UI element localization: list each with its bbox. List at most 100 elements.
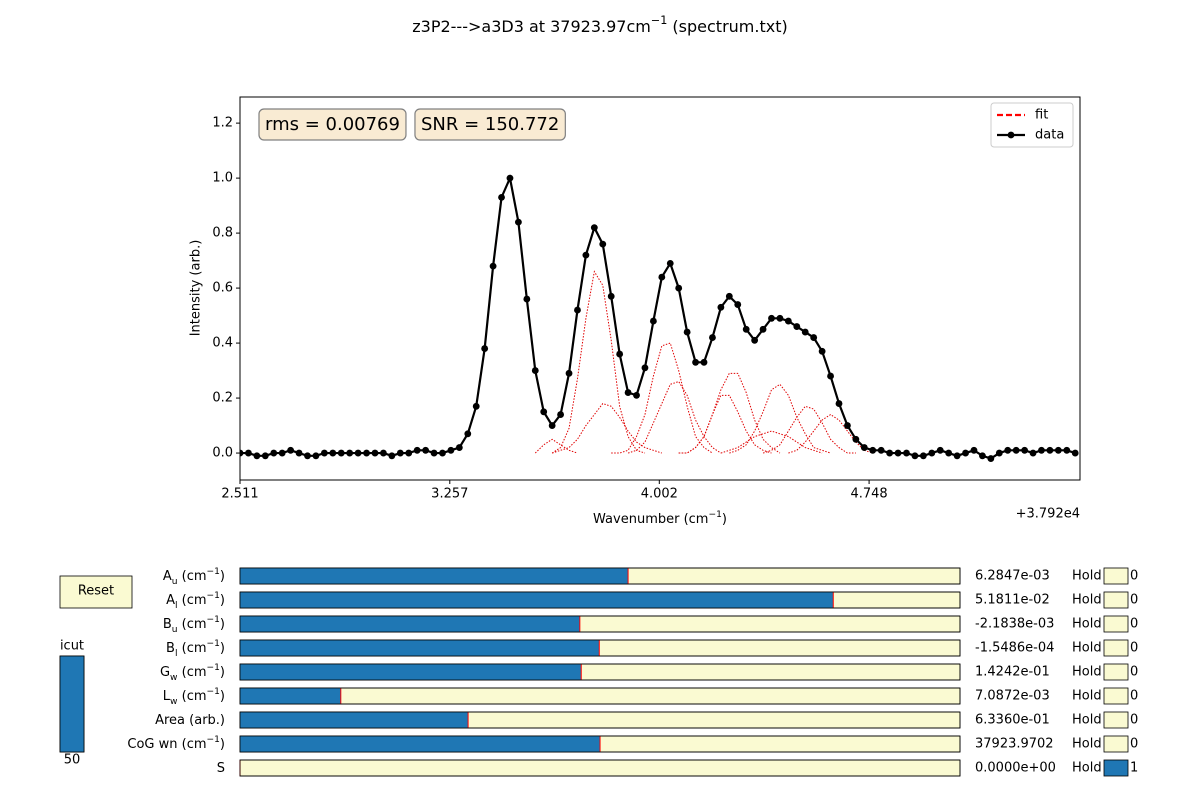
label-part: B xyxy=(166,641,175,656)
hold-box[interactable] xyxy=(1103,639,1129,657)
data-point xyxy=(261,452,269,460)
data-point xyxy=(455,444,463,451)
slider-outline xyxy=(239,663,961,681)
label-part: −1 xyxy=(207,687,220,697)
hold-box[interactable] xyxy=(1103,567,1129,585)
slider-fill xyxy=(240,616,580,632)
component-curve xyxy=(720,430,823,454)
data-point xyxy=(245,449,252,457)
hold-label: Hold xyxy=(1072,665,1102,680)
data-point xyxy=(624,389,632,396)
data-point xyxy=(287,446,295,454)
hold-box[interactable] xyxy=(1103,663,1129,681)
label-part: l xyxy=(175,649,178,659)
data-point xyxy=(253,452,261,460)
annotation-box xyxy=(258,108,407,141)
y-tick-label: 0.2 xyxy=(212,391,233,406)
hold-label: Hold xyxy=(1072,593,1102,608)
hold-label: Hold xyxy=(1072,689,1102,704)
label-part: CoG wn (cm xyxy=(127,737,206,752)
y-tick-label: 0.4 xyxy=(212,336,233,351)
data-point xyxy=(498,193,505,201)
data-point xyxy=(768,314,775,322)
label-part: (cm xyxy=(178,617,207,632)
data-point xyxy=(329,449,337,457)
data-point xyxy=(240,449,244,457)
data-point xyxy=(700,358,708,366)
label-part: ) xyxy=(220,617,225,632)
hold-box[interactable] xyxy=(1103,687,1129,705)
series-line xyxy=(240,174,1076,460)
reset-button[interactable] xyxy=(59,575,133,609)
label-part: u xyxy=(172,625,178,635)
data-point xyxy=(827,372,834,380)
label-part: −1 xyxy=(708,510,721,520)
label-part: S xyxy=(217,761,225,776)
component-curve xyxy=(729,383,831,454)
label-part: (cm xyxy=(178,641,207,656)
slider-track xyxy=(239,759,961,777)
data-point xyxy=(1012,446,1020,454)
data-point xyxy=(574,306,581,314)
legend-marker xyxy=(1007,131,1015,139)
slider-value: 37923.9702 xyxy=(975,737,1054,752)
hold-box[interactable] xyxy=(1103,759,1129,777)
data-point xyxy=(742,325,750,333)
data-point xyxy=(523,295,531,303)
label-part: −1 xyxy=(207,639,220,649)
slider-value: 0.0000e+00 xyxy=(975,761,1056,776)
slider-value: 6.2847e-03 xyxy=(975,569,1050,584)
data-point xyxy=(599,240,607,248)
data-point xyxy=(717,303,725,311)
label-part: A xyxy=(163,569,172,584)
data-point xyxy=(683,328,691,336)
label-part: ) xyxy=(722,512,727,527)
label-part: ) xyxy=(220,569,225,584)
data-point xyxy=(548,422,556,429)
hold-value: 0 xyxy=(1130,665,1138,680)
label-part: −1 xyxy=(207,735,220,745)
component-curve xyxy=(678,394,772,454)
data-point xyxy=(903,449,910,457)
icut-value: 50 xyxy=(64,753,81,768)
label-part: ) xyxy=(220,641,225,656)
hold-value: 0 xyxy=(1130,689,1138,704)
hold-box[interactable] xyxy=(1103,735,1129,753)
label-part: u xyxy=(172,577,178,587)
label-part: −1 xyxy=(207,567,220,577)
component-curve xyxy=(762,405,856,454)
data-point xyxy=(860,444,868,451)
data-point xyxy=(852,435,860,443)
hold-value: 0 xyxy=(1130,713,1138,728)
slider-value: 7.0872e-03 xyxy=(975,689,1050,704)
legend-label: fit xyxy=(1035,108,1048,123)
slider-outline xyxy=(239,639,961,657)
hold-box[interactable] xyxy=(1103,711,1129,729)
hold-value: 0 xyxy=(1130,593,1138,608)
data-point xyxy=(557,411,564,418)
label-part: ) xyxy=(220,689,225,704)
reset-label[interactable]: Reset xyxy=(78,584,114,599)
data-point xyxy=(565,369,573,377)
label-part: B xyxy=(163,617,172,632)
data-point xyxy=(725,292,733,300)
data-point xyxy=(464,430,472,438)
data-point xyxy=(405,449,413,457)
legend-label: data xyxy=(1035,128,1064,143)
data-point xyxy=(734,301,742,308)
icut-fill xyxy=(59,655,85,753)
data-point xyxy=(751,336,759,344)
label-part: z3P2--->a3D3 at 37923.97cm xyxy=(412,17,651,36)
hold-box[interactable] xyxy=(1103,591,1129,609)
data-point xyxy=(692,358,699,366)
label-part: L xyxy=(163,689,171,704)
label-part: −1 xyxy=(651,14,668,27)
data-point xyxy=(337,449,345,457)
data-point xyxy=(1063,446,1071,454)
data-point xyxy=(886,449,894,457)
slider-value: 1.4242e-01 xyxy=(975,665,1050,680)
y-tick-label: 0.8 xyxy=(212,226,233,241)
hold-box[interactable] xyxy=(1103,615,1129,633)
slider-label: Bl (cm−1) xyxy=(166,639,225,659)
